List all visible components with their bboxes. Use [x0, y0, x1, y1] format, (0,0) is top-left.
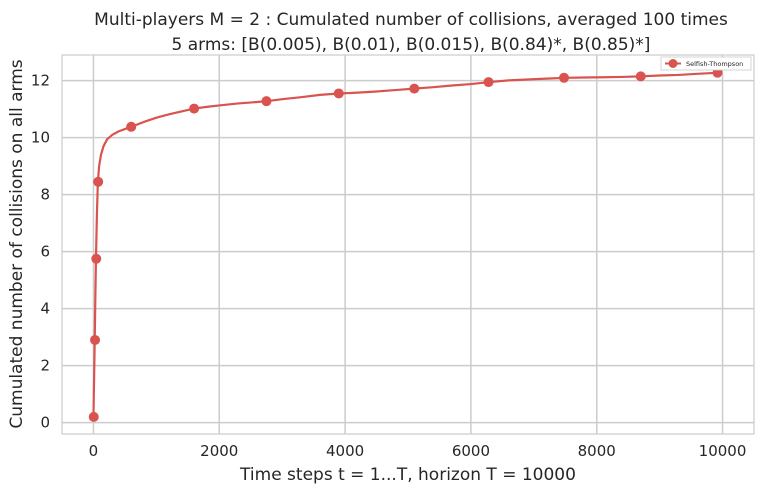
- y-tick-label: 8: [40, 186, 50, 204]
- series-marker: [189, 103, 200, 114]
- series-marker: [483, 77, 494, 88]
- y-tick-label: 12: [31, 72, 50, 90]
- series-marker: [409, 83, 420, 94]
- series-marker: [635, 71, 646, 82]
- x-tick-label: 8000: [578, 442, 616, 460]
- x-tick-label: 10000: [699, 442, 747, 460]
- y-tick-label: 0: [40, 414, 50, 432]
- plot-area-frame: [61, 54, 755, 435]
- x-tick-label: 2000: [200, 442, 238, 460]
- legend-label: Selfish-Thompson: [686, 60, 743, 68]
- y-tick-label: 10: [31, 129, 50, 147]
- legend-marker-swatch: [668, 59, 678, 68]
- legend: Selfish-Thompson: [660, 56, 752, 71]
- grid: [62, 55, 754, 434]
- x-tick-label: 4000: [326, 442, 364, 460]
- series-marker: [126, 121, 137, 132]
- chart-title-line-1: Multi-players M = 2 : Cumulated number o…: [94, 10, 728, 30]
- x-axis-label: Time steps t = 1...T, horizon T = 10000: [239, 465, 576, 485]
- series-marker: [88, 411, 99, 422]
- series-marker: [93, 176, 104, 187]
- y-tick-label: 2: [40, 357, 50, 375]
- y-tick-label: 4: [40, 300, 50, 318]
- x-tick-label: 0: [89, 442, 99, 460]
- tick-labels: 0 2000 4000 6000 8000 10000 0 2 4 6 8 10 12: [31, 72, 746, 460]
- series-marker: [333, 88, 344, 99]
- series-marker: [261, 96, 272, 107]
- chart-title-line-2: 5 arms: [B(0.005), B(0.01), B(0.015), B(…: [172, 35, 651, 55]
- y-axis-label: Cumulated number of collisions on all ar…: [7, 59, 27, 428]
- legend-box: [660, 56, 752, 71]
- series-marker: [90, 334, 101, 345]
- series-marker: [91, 253, 102, 264]
- data-series: [88, 67, 723, 422]
- x-tick-label: 6000: [452, 442, 490, 460]
- y-tick-label: 6: [40, 243, 50, 261]
- series-marker: [559, 72, 570, 83]
